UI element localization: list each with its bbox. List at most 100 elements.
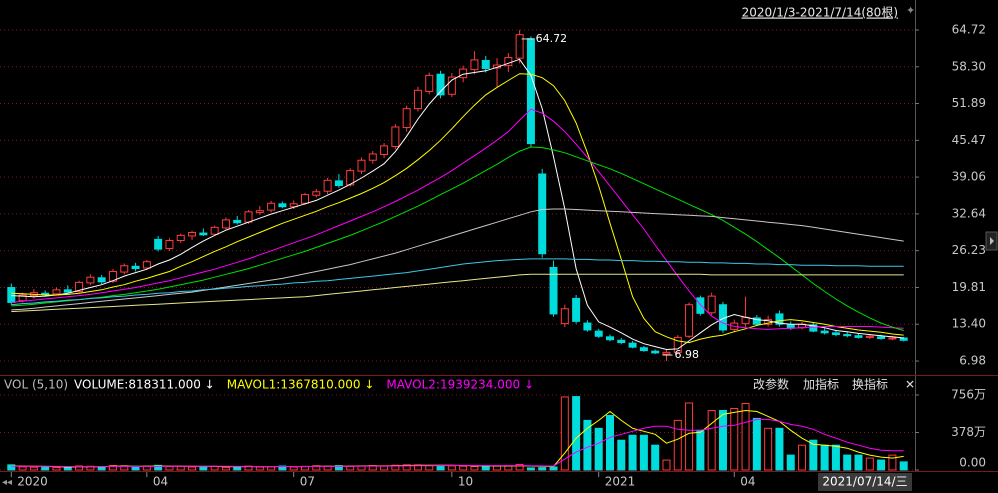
candle-body (639, 347, 648, 352)
volume-bar (865, 457, 874, 471)
volume-bar (188, 466, 197, 471)
candle-body (628, 342, 637, 348)
toolbar-button[interactable]: 加指标 (803, 377, 839, 392)
volume-bar (538, 467, 547, 471)
candle-body (572, 297, 581, 322)
volume-bar (775, 427, 784, 471)
candle-body (255, 210, 264, 213)
volume-bar (425, 465, 434, 471)
volume-bar (154, 464, 163, 471)
candle-body (154, 238, 163, 250)
candle-body (617, 339, 626, 344)
volume-bar (131, 466, 140, 471)
volume-bar (334, 465, 343, 471)
candle-body (436, 73, 445, 96)
candle-body (7, 287, 16, 303)
candle-body (346, 170, 355, 186)
low-label: 6.98 (674, 348, 699, 361)
y-tick-label: 19.81 (952, 280, 986, 294)
candle-body (809, 324, 818, 332)
candle-body (685, 304, 694, 337)
volume-bar (798, 444, 807, 471)
y-tick-label: 45.47 (952, 133, 986, 147)
pin-icon[interactable]: ✦ (906, 4, 915, 17)
candle-body (775, 313, 784, 325)
toolbar-button[interactable]: 换指标 (852, 377, 888, 392)
volume-bar (402, 464, 411, 471)
candle-body (176, 234, 185, 242)
candle-body (413, 89, 422, 110)
candle-body (131, 265, 140, 270)
volume-bar (52, 466, 61, 471)
candle-body (301, 194, 309, 204)
candle-body (357, 159, 366, 172)
candle-body (334, 180, 343, 186)
ma-line (11, 73, 904, 344)
candle-body (312, 191, 321, 196)
candle-body (289, 203, 298, 208)
candle-body (854, 335, 863, 338)
y-tick-label: 58.30 (952, 59, 986, 73)
ma-line (11, 58, 904, 351)
volume-bar (764, 427, 773, 471)
y-tick-label: 0.00 (959, 456, 986, 470)
volume-bar (41, 466, 50, 471)
candle-body (481, 59, 490, 69)
candle-body (877, 336, 886, 340)
volume-bar (233, 466, 242, 471)
ma-line (11, 418, 904, 468)
candle-body (594, 330, 603, 337)
cursor-box (818, 473, 912, 491)
candle-body (470, 59, 479, 71)
candle-body (188, 231, 197, 237)
legend-item: MAVOL1:1367810.000 ↓ (227, 378, 375, 392)
candle-body (391, 126, 400, 147)
volume-bar (346, 465, 355, 471)
x-tick-label: 07 (300, 475, 315, 489)
volume-bar (617, 439, 626, 471)
high-label: 64.72 (536, 32, 568, 45)
y-tick-label: 26.23 (952, 243, 986, 257)
panel-title: VOL (5,10) (4, 378, 68, 392)
volume-bar (820, 444, 829, 471)
candle-body (402, 108, 411, 129)
candle-body (515, 34, 524, 59)
volume-bar (843, 454, 852, 471)
candle-body (142, 261, 151, 269)
y-tick-label: 39.06 (952, 170, 986, 184)
close-panel[interactable]: ✕ (905, 378, 915, 392)
range-header[interactable]: 2020/1/3-2021/7/14(80根) (742, 6, 898, 20)
candle-body (52, 289, 61, 295)
candle-body (673, 336, 682, 353)
volume-bar (707, 409, 716, 471)
candle-body (323, 179, 332, 192)
volume-bar (606, 414, 614, 471)
candle-body (526, 38, 535, 145)
candle-body (278, 203, 287, 208)
toolbar-button[interactable]: 改参数 (753, 377, 789, 392)
volume-bar (730, 407, 739, 471)
volume-bar (651, 444, 660, 471)
volume-bar (899, 461, 908, 471)
volume-bar (685, 402, 694, 471)
candle-body (662, 351, 671, 355)
y-tick-label: 378万 (951, 425, 986, 439)
cursor-date: 2021/07/14/三 (822, 475, 907, 489)
candle-body (606, 336, 614, 341)
volume-bar (752, 417, 761, 471)
volume-bar (549, 466, 558, 471)
volume-bar (628, 434, 637, 471)
x-tick-label: 2020 (17, 475, 48, 489)
ma-line (11, 208, 904, 311)
scroll-left[interactable]: ◂◂ (2, 477, 12, 488)
volume-bar (459, 465, 468, 471)
y-tick-label: 6.98 (959, 354, 986, 368)
candle-body (41, 292, 50, 295)
volume-bar (594, 427, 603, 471)
y-tick-label: 51.89 (952, 96, 986, 110)
volume-bar (108, 465, 117, 471)
volume-bar (560, 396, 569, 471)
candle-body (651, 350, 660, 354)
candle-body (210, 226, 219, 235)
